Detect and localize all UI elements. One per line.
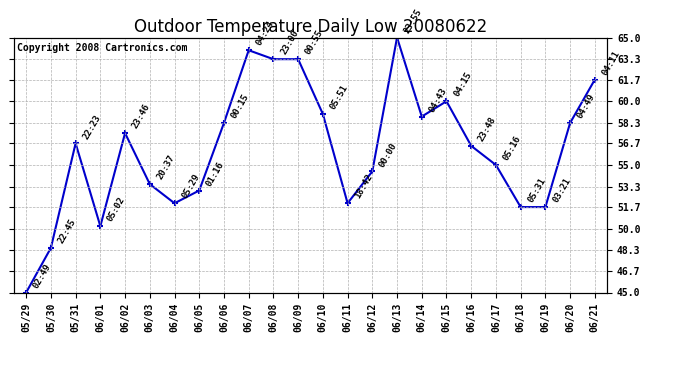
Title: Outdoor Temperature Daily Low 20080622: Outdoor Temperature Daily Low 20080622 (134, 18, 487, 36)
Text: 00:15: 00:15 (230, 92, 250, 120)
Text: 05:16: 05:16 (502, 135, 523, 162)
Text: 03:21: 03:21 (551, 177, 572, 204)
Text: 23:48: 23:48 (477, 116, 498, 143)
Text: 23:00: 23:00 (279, 28, 300, 56)
Text: 00:00: 00:00 (378, 141, 399, 169)
Text: 18:42: 18:42 (353, 173, 375, 201)
Text: 05:51: 05:51 (328, 84, 350, 111)
Text: 01:16: 01:16 (205, 160, 226, 188)
Text: 04:15: 04:15 (452, 71, 473, 99)
Text: 04:49: 04:49 (575, 92, 597, 120)
Text: 23:46: 23:46 (130, 103, 152, 130)
Text: 05:29: 05:29 (180, 173, 201, 201)
Text: 23:55: 23:55 (402, 7, 424, 35)
Text: 04:43: 04:43 (427, 86, 449, 114)
Text: 05:02: 05:02 (106, 196, 127, 223)
Text: 00:55: 00:55 (304, 28, 325, 56)
Text: 20:37: 20:37 (155, 154, 177, 182)
Text: 02:49: 02:49 (32, 262, 53, 290)
Text: 22:23: 22:23 (81, 113, 102, 141)
Text: 04:24: 04:24 (254, 20, 275, 48)
Text: Copyright 2008 Cartronics.com: Copyright 2008 Cartronics.com (17, 43, 187, 52)
Text: 05:31: 05:31 (526, 177, 547, 204)
Text: 04:11: 04:11 (600, 49, 622, 77)
Text: 22:45: 22:45 (57, 217, 78, 245)
